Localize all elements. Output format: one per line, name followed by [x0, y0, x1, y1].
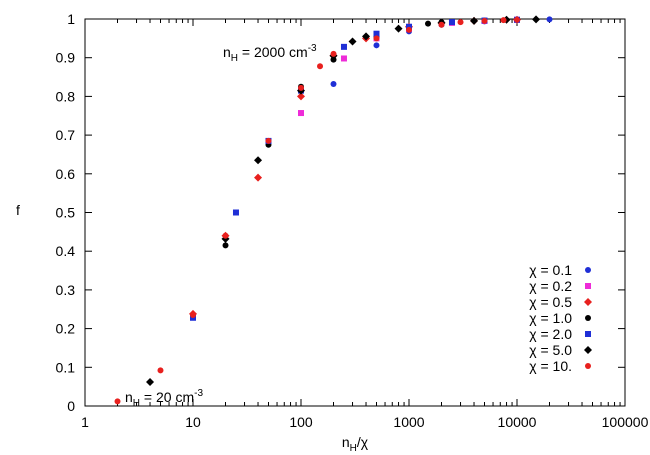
- data-point: [190, 312, 196, 319]
- x-tick-labels: 1 10 100 1000 10000 100000: [81, 414, 648, 430]
- data-point: [330, 50, 337, 57]
- y-axis-label: f: [16, 202, 20, 218]
- y-tick-label: 0.5: [56, 205, 76, 221]
- x-tick-label: 1000: [393, 414, 424, 430]
- data-point: [254, 156, 263, 165]
- legend-marker: [585, 283, 591, 289]
- x-tick-label: 100000: [602, 414, 649, 430]
- data-point: [114, 398, 121, 405]
- data-point: [514, 16, 520, 23]
- data-point: [500, 17, 507, 24]
- annotation-20: nH = 20 cm-3: [125, 388, 203, 409]
- legend-marker: [584, 298, 592, 306]
- annotation-2000: nH = 2000 cm-3: [223, 43, 317, 64]
- data-point: [457, 19, 464, 26]
- data-point: [298, 84, 304, 91]
- data-point: [373, 30, 380, 37]
- x-tick-label: 1: [81, 414, 89, 430]
- data-point: [348, 37, 357, 46]
- legend-marker: [585, 267, 591, 273]
- legend-label: χ = 0.5: [529, 294, 572, 310]
- data-point: [470, 16, 479, 25]
- data-point: [406, 26, 412, 33]
- legend-marker: [585, 331, 591, 337]
- data-point: [330, 81, 337, 88]
- data-point: [146, 378, 155, 387]
- y-tick-label: 0.7: [56, 127, 76, 143]
- data-point: [394, 24, 403, 33]
- y-tick-label: 0.1: [56, 359, 76, 375]
- legend-marker: [584, 346, 592, 354]
- legend-marker: [585, 315, 591, 321]
- data-point: [157, 367, 164, 374]
- y-tick-label: 0.3: [56, 282, 76, 298]
- data-point: [222, 232, 229, 239]
- data-point: [438, 21, 445, 28]
- data-point: [425, 20, 432, 27]
- data-points: [114, 15, 553, 405]
- x-axis-label: nH/χ: [342, 434, 369, 454]
- axis-ticks: [84, 18, 626, 407]
- data-point: [232, 209, 239, 216]
- data-point: [317, 63, 324, 70]
- data-point: [222, 242, 229, 249]
- y-tick-label: 0: [67, 398, 75, 414]
- legend-label: χ = 10.: [529, 358, 572, 374]
- y-tick-label: 0.8: [56, 88, 76, 104]
- data-point: [481, 17, 488, 24]
- data-point: [532, 15, 541, 24]
- legend-label: χ = 2.0: [529, 326, 572, 342]
- y-tick-label: 0.4: [56, 243, 76, 259]
- data-point: [546, 16, 553, 23]
- data-point: [406, 23, 412, 30]
- legend-marker: [585, 363, 591, 369]
- data-point: [297, 92, 305, 101]
- y-tick-label: 1: [67, 11, 75, 27]
- data-point: [340, 55, 347, 62]
- legend: χ = 0.1χ = 0.2χ = 0.5χ = 1.0χ = 2.0χ = 5…: [529, 262, 592, 374]
- y-tick-label: 0.9: [56, 50, 76, 66]
- data-point: [373, 35, 380, 42]
- data-point: [298, 110, 304, 117]
- data-point: [373, 42, 380, 49]
- data-point: [362, 32, 371, 41]
- data-point: [265, 137, 272, 144]
- data-point: [254, 173, 263, 182]
- data-point: [448, 19, 455, 26]
- x-tick-label: 100: [289, 414, 313, 430]
- y-tick-labels: 0 0.1 0.2 0.3 0.4 0.5 0.6 0.7 0.8 0.9 1: [56, 11, 76, 414]
- x-tick-label: 10000: [498, 414, 537, 430]
- y-tick-label: 0.2: [56, 321, 76, 337]
- legend-label: χ = 0.2: [529, 278, 572, 294]
- legend-label: χ = 5.0: [529, 342, 572, 358]
- data-point: [340, 43, 347, 50]
- x-tick-label: 10: [185, 414, 201, 430]
- legend-label: χ = 0.1: [529, 262, 572, 278]
- legend-label: χ = 1.0: [529, 310, 572, 326]
- y-tick-label: 0.6: [56, 166, 76, 182]
